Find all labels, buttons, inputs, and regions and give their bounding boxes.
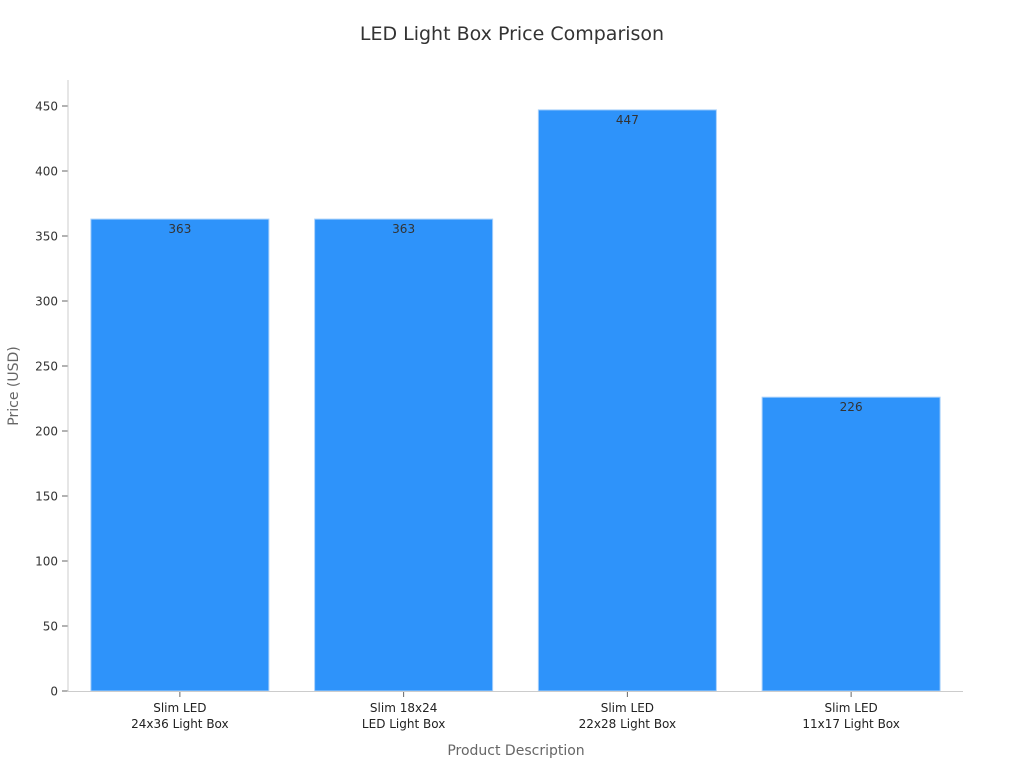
x-tick-label: Slim 18x24	[370, 701, 437, 715]
x-tick-label: 11x17 Light Box	[802, 717, 900, 731]
y-tick-label: 100	[35, 555, 58, 569]
x-tick-label: Slim LED	[153, 701, 206, 715]
bar-value-label: 447	[616, 113, 639, 127]
x-axis-label: Product Description	[447, 743, 584, 759]
bar-value-label: 363	[392, 222, 415, 236]
y-tick-label: 150	[35, 490, 58, 504]
y-axis-label: Price (USD)	[6, 346, 22, 425]
x-tick-label: Slim LED	[824, 701, 877, 715]
x-tick-label: LED Light Box	[362, 717, 445, 731]
y-tick-label: 50	[43, 620, 58, 634]
bar	[537, 109, 717, 692]
y-tick-label: 250	[35, 360, 58, 374]
y-tick-label: 200	[35, 425, 58, 439]
chart-title: LED Light Box Price Comparison	[360, 23, 664, 45]
bar	[90, 218, 270, 692]
bar-value-label: 363	[168, 222, 191, 236]
bar-value-label: 226	[840, 400, 863, 414]
x-tick-label: Slim LED	[601, 701, 654, 715]
y-tick-label: 450	[35, 100, 58, 114]
y-tick-label: 350	[35, 230, 58, 244]
bar	[761, 396, 941, 692]
y-tick-label: 300	[35, 295, 58, 309]
x-tick-label: 22x28 Light Box	[579, 717, 677, 731]
bar	[314, 218, 494, 692]
x-tick-label: 24x36 Light Box	[131, 717, 229, 731]
y-tick-label: 0	[50, 685, 58, 699]
y-tick-label: 400	[35, 165, 58, 179]
